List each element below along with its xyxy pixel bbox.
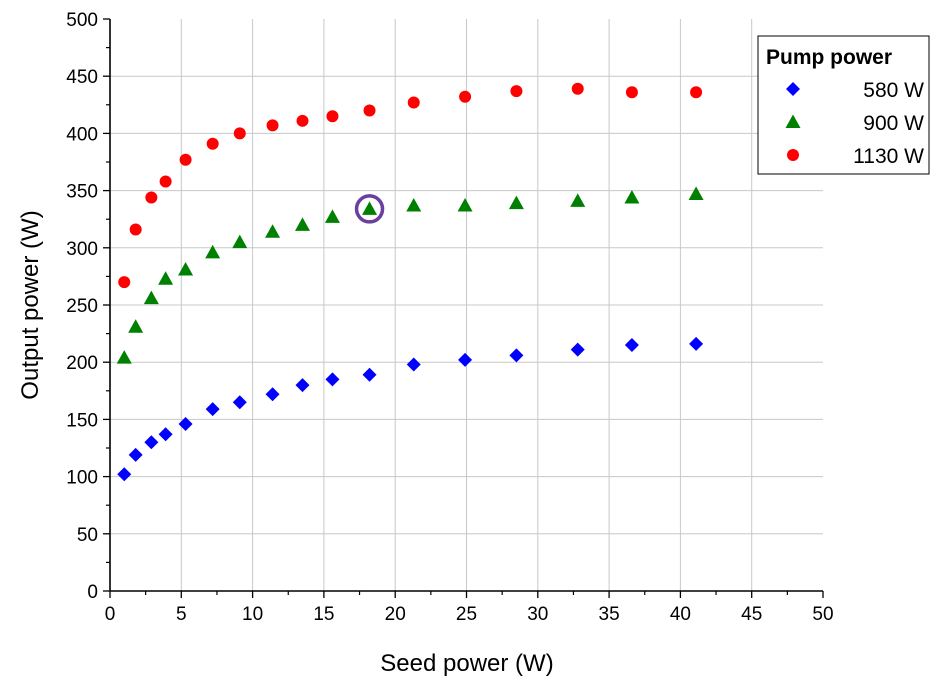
data-point: [457, 197, 473, 212]
data-point: [570, 342, 585, 357]
series-580-w: [117, 336, 704, 482]
legend-label: 900 W: [863, 112, 924, 135]
y-tick-label: 300: [66, 239, 98, 260]
legend-box: [757, 35, 930, 175]
data-point: [459, 90, 472, 103]
data-point: [509, 348, 524, 363]
data-point: [295, 217, 311, 231]
y-tick-label: 500: [66, 10, 98, 31]
data-point: [296, 114, 309, 127]
x-tick-label: 25: [456, 604, 477, 625]
legend-title: Pump power: [766, 46, 892, 69]
y-tick-label: 200: [66, 353, 98, 374]
data-point: [144, 435, 159, 450]
x-axis-title: Seed power (W): [380, 650, 553, 677]
data-point: [363, 104, 376, 117]
y-axis-title: Output power (W): [17, 210, 44, 399]
data-point: [128, 319, 144, 333]
data-point: [143, 290, 159, 305]
y-tick-label: 400: [66, 124, 98, 145]
data-point: [690, 86, 703, 99]
data-point: [295, 378, 310, 393]
data-point: [205, 244, 221, 259]
data-point: [265, 224, 281, 238]
data-point: [266, 119, 279, 132]
y-tick-label: 250: [66, 296, 98, 317]
data-point: [625, 86, 638, 99]
data-point: [406, 197, 422, 212]
y-tick-label: 150: [66, 410, 98, 431]
data-point: [624, 189, 640, 204]
data-point: [326, 110, 339, 123]
x-tick-label: 35: [599, 604, 620, 625]
x-tick-label: 40: [670, 604, 691, 625]
data-point: [158, 427, 173, 442]
legend: Pump power 580 W 900 W 1130 W: [757, 35, 930, 175]
data-markers: [116, 82, 704, 482]
y-tick-label: 100: [66, 468, 98, 489]
x-tick-label: 50: [812, 604, 833, 625]
data-point: [232, 395, 247, 410]
data-point: [406, 357, 421, 372]
data-point: [689, 336, 704, 351]
x-tick-label: 0: [105, 604, 116, 625]
legend-marker: [787, 149, 799, 161]
x-tick-label: 45: [741, 604, 762, 625]
data-point: [407, 96, 420, 109]
y-tick-label: 350: [66, 182, 98, 203]
data-point: [233, 127, 246, 140]
legend-label: 580 W: [863, 79, 924, 102]
y-tick-label: 450: [66, 67, 98, 88]
x-tick-label: 10: [242, 604, 263, 625]
data-point: [158, 271, 174, 285]
tick-labels: 0 5 10 15 20 25 30 35 40 45 5005010015020025030035…: [66, 10, 833, 625]
data-point: [116, 350, 132, 364]
data-point: [265, 387, 280, 402]
data-point: [117, 467, 132, 482]
data-point: [510, 85, 523, 98]
data-point: [325, 372, 340, 387]
data-point: [118, 276, 131, 289]
y-tick-label: 0: [87, 582, 98, 603]
data-point: [362, 367, 377, 382]
data-point: [324, 209, 340, 223]
data-point: [178, 416, 193, 431]
data-point: [624, 338, 639, 353]
data-point: [362, 201, 378, 215]
data-point: [145, 191, 158, 204]
data-point: [508, 195, 524, 210]
grid: [110, 19, 823, 591]
axes: [103, 18, 824, 598]
x-tick-label: 20: [385, 604, 406, 625]
data-point: [128, 447, 143, 462]
x-tick-label: 15: [313, 604, 334, 625]
legend-items: 580 W 900 W 1130 W: [785, 79, 924, 168]
data-point: [179, 153, 192, 166]
highlight-circle: [354, 194, 385, 224]
data-point: [159, 175, 172, 188]
series-900-w: [116, 186, 704, 364]
series-1130-w: [118, 82, 703, 289]
data-point: [206, 137, 219, 150]
data-point: [458, 352, 473, 367]
y-tick-label: 50: [77, 525, 98, 546]
data-point: [129, 223, 142, 236]
data-point: [232, 234, 248, 249]
legend-label: 1130 W: [853, 145, 924, 168]
data-point: [178, 262, 194, 276]
data-point: [571, 82, 584, 95]
annotations: [354, 194, 385, 224]
x-tick-label: 30: [527, 604, 548, 625]
legend-marker: [786, 82, 800, 96]
data-point: [570, 193, 586, 207]
legend-marker: [785, 114, 801, 128]
data-point: [205, 402, 220, 417]
data-point: [688, 186, 704, 201]
x-tick-label: 5: [176, 604, 187, 625]
